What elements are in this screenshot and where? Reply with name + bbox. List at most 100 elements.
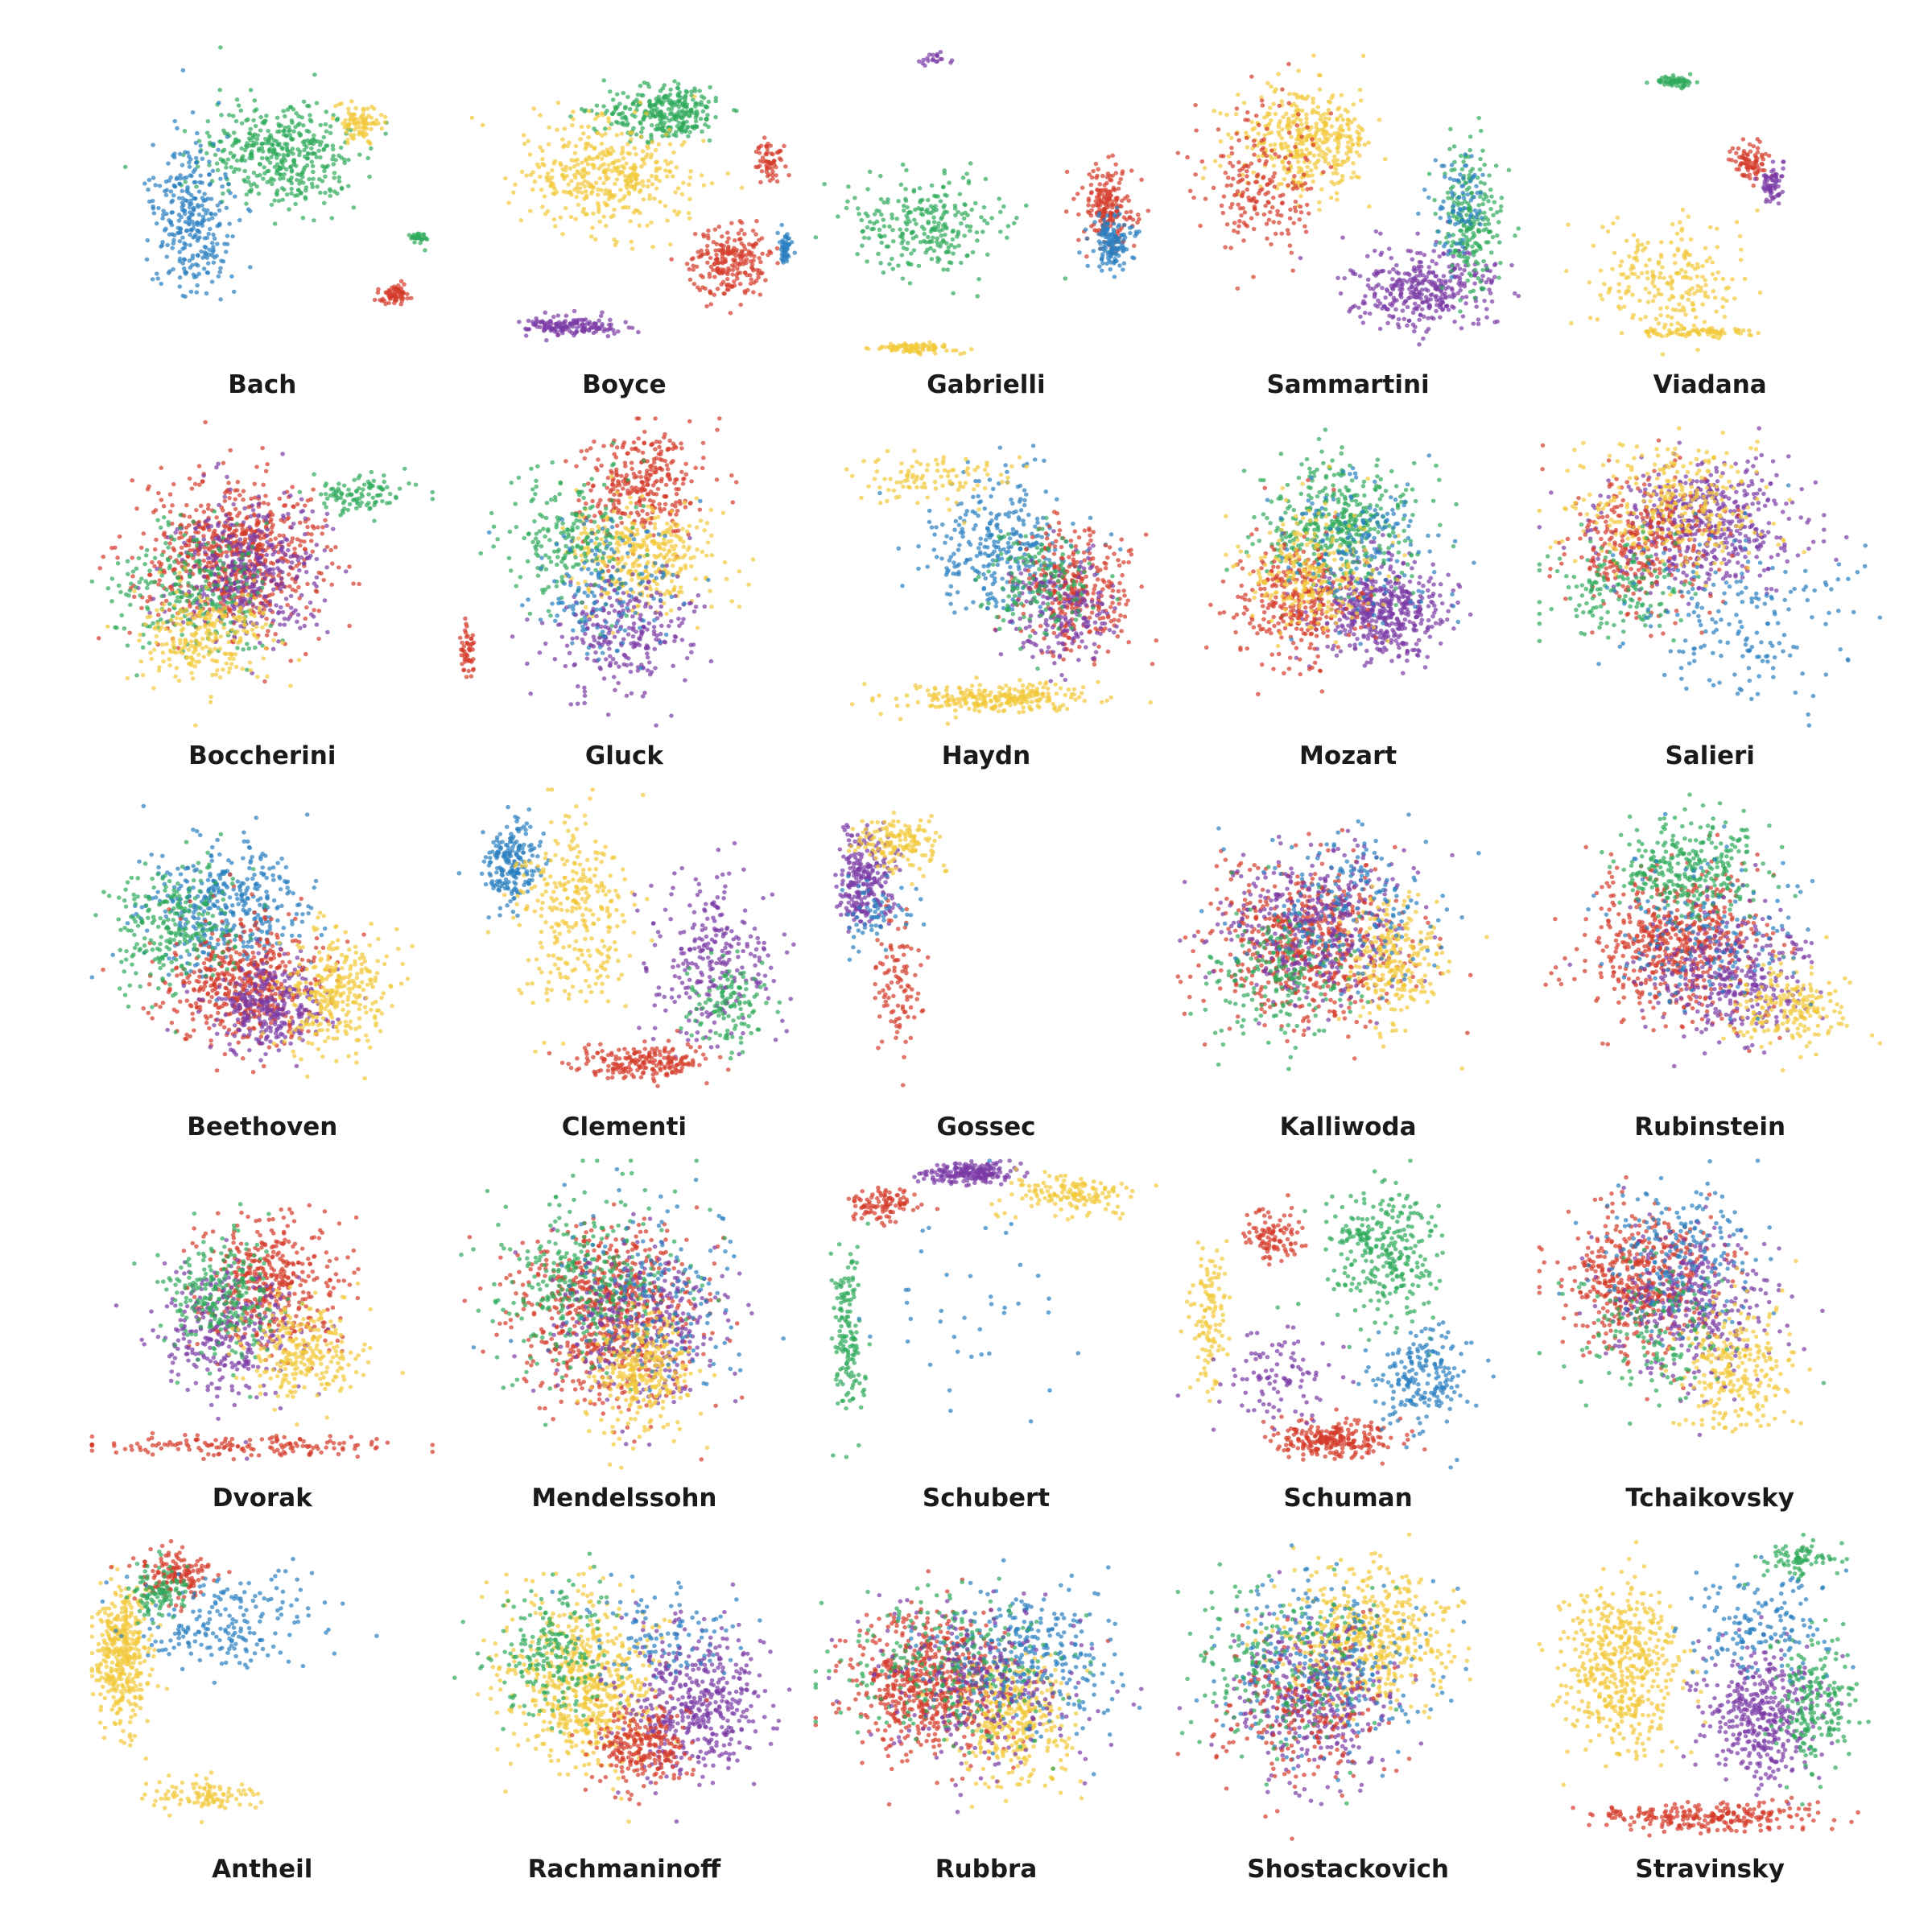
data-point	[1620, 331, 1624, 336]
data-point	[713, 95, 718, 101]
data-point	[218, 297, 223, 302]
data-point	[965, 253, 970, 258]
data-point	[635, 329, 641, 335]
data-point	[304, 144, 309, 150]
cluster-blue	[142, 68, 253, 302]
data-point	[182, 246, 188, 250]
data-point	[620, 149, 625, 154]
data-point	[1742, 149, 1747, 154]
data-point	[590, 325, 596, 330]
data-point	[1465, 192, 1470, 197]
data-point	[914, 221, 919, 226]
data-point	[1463, 295, 1469, 299]
scatter-plot	[122, 45, 430, 307]
data-point	[564, 173, 569, 179]
data-point	[1223, 171, 1228, 175]
data-point	[1488, 279, 1494, 284]
data-point	[1218, 154, 1224, 159]
data-point	[1484, 266, 1489, 271]
data-point	[1322, 129, 1327, 134]
data-point	[1496, 275, 1501, 280]
data-point	[223, 250, 229, 254]
data-point	[539, 204, 545, 209]
data-point	[890, 266, 896, 271]
data-point	[1364, 254, 1370, 258]
data-point	[289, 118, 295, 123]
data-point	[1406, 318, 1412, 324]
data-point	[411, 232, 416, 237]
data-point	[245, 141, 250, 146]
data-point	[621, 156, 626, 161]
data-point	[1459, 201, 1464, 206]
data-point	[573, 143, 578, 149]
data-point	[369, 126, 374, 131]
data-point	[1276, 220, 1282, 225]
data-point	[951, 251, 956, 256]
data-point	[1418, 312, 1423, 317]
data-point	[365, 106, 370, 111]
data-point	[330, 147, 336, 152]
data-point	[412, 240, 417, 245]
data-point	[1269, 148, 1274, 153]
data-point	[786, 242, 791, 247]
data-point	[1314, 122, 1319, 126]
data-point	[267, 147, 273, 151]
data-point	[1305, 187, 1310, 192]
data-point	[1328, 111, 1334, 116]
data-point	[698, 248, 704, 253]
data-point	[953, 213, 958, 218]
data-point	[1331, 158, 1336, 163]
data-point	[542, 327, 547, 332]
data-point	[1472, 219, 1476, 224]
data-point	[657, 166, 663, 171]
data-point	[165, 242, 170, 248]
data-point	[719, 234, 724, 239]
data-point	[725, 244, 731, 250]
data-point	[1240, 166, 1245, 171]
data-point	[346, 157, 351, 163]
data-point	[939, 233, 944, 238]
data-point	[201, 266, 207, 271]
data-point	[671, 113, 676, 118]
data-point	[320, 531, 325, 536]
data-point	[625, 151, 630, 155]
data-point	[670, 174, 675, 179]
data-point	[519, 169, 524, 175]
data-point	[277, 496, 283, 502]
data-point	[576, 202, 580, 208]
data-point	[923, 240, 929, 245]
data-point	[1662, 275, 1667, 281]
data-point	[675, 85, 680, 90]
data-point	[1389, 277, 1395, 282]
data-point	[323, 174, 328, 179]
chart-panel: Bach	[89, 44, 436, 407]
data-point	[163, 192, 169, 197]
data-point	[836, 214, 840, 219]
data-point	[178, 176, 183, 181]
data-point	[770, 172, 774, 178]
data-point	[144, 257, 150, 262]
data-point	[1265, 190, 1270, 195]
data-point	[758, 180, 763, 185]
data-point	[1622, 304, 1627, 309]
data-point	[621, 90, 625, 96]
data-point	[127, 630, 132, 635]
data-point	[265, 461, 270, 467]
data-point	[1516, 226, 1521, 231]
data-point	[1715, 270, 1721, 275]
data-point	[269, 155, 274, 159]
data-point	[1678, 77, 1682, 82]
data-point	[1673, 261, 1678, 266]
data-point	[968, 161, 973, 166]
data-point	[877, 227, 882, 232]
data-point	[1267, 177, 1273, 182]
data-point	[200, 255, 205, 260]
data-point	[1675, 231, 1680, 236]
data-point	[605, 333, 610, 339]
data-point	[737, 237, 741, 242]
data-point	[1405, 279, 1410, 284]
data-point	[633, 151, 638, 157]
data-point	[1459, 326, 1464, 331]
data-point	[914, 234, 919, 239]
data-point	[1462, 268, 1467, 273]
